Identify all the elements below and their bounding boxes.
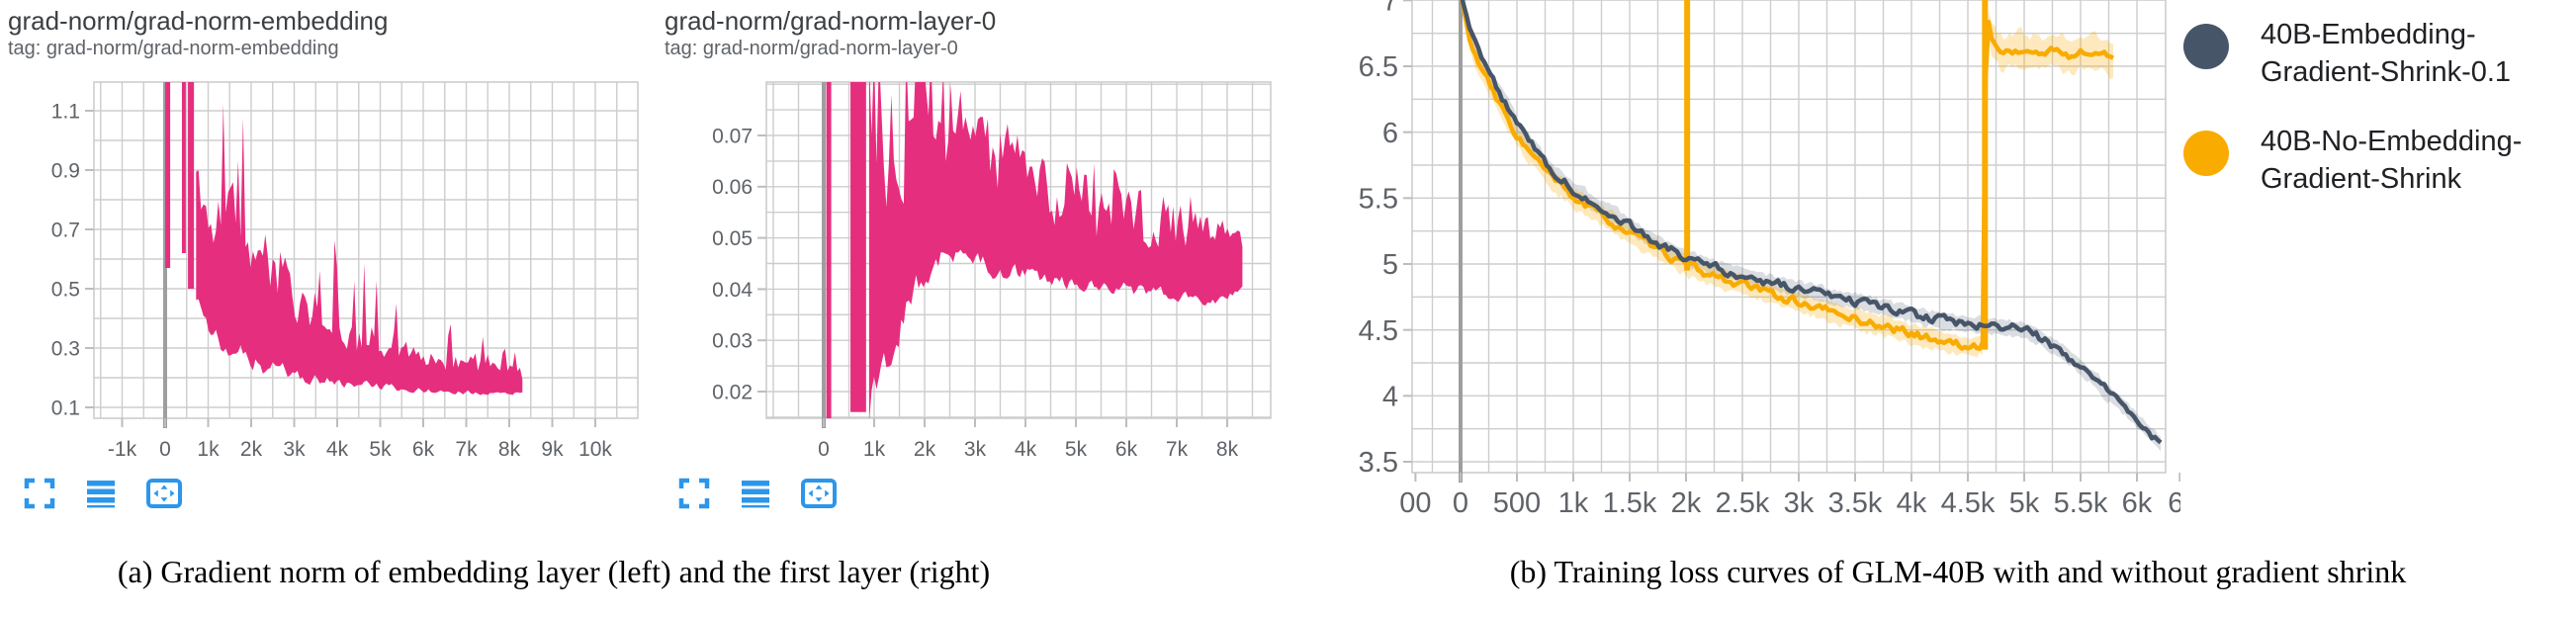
axis-ticks: 0005001k1.5k2k2.5k3k3.5k4k4.5k5k5.5k6k6.… — [1359, 0, 2180, 519]
axis-ticks: -1k 0 1k 2k 3k 4k 5k 6k 7k 8k 9k 10k 0.1 0.3 0.5 0.7 0.9… — [51, 100, 613, 461]
y-tick-label: 0.03 — [712, 330, 753, 353]
y-tick-label: 4 — [1382, 381, 1398, 412]
x-tick-label: 6k — [412, 438, 435, 461]
x-tick-label: 00 — [1399, 487, 1431, 519]
y-tick-label: 1.1 — [51, 100, 80, 123]
legend-label-line: Gradient-Shrink — [2261, 163, 2462, 195]
series-color-dot — [2183, 131, 2229, 176]
x-tick-label: 5k — [2009, 487, 2040, 519]
chart-panel-layer0: grad-norm/grad-norm-layer-0 tag: grad-no… — [653, 0, 1305, 534]
y-tick-label: 0.02 — [712, 381, 753, 403]
legend-item[interactable]: 40B-No-Embedding- Gradient-Shrink — [2183, 123, 2575, 198]
y-tick-label: 0.3 — [51, 337, 80, 360]
fit-domain-icon[interactable] — [799, 476, 839, 511]
x-tick-label: 1.5k — [1603, 487, 1657, 519]
legend-label-line: Gradient-Shrink-0.1 — [2261, 56, 2512, 88]
x-tick-label: 7k — [455, 438, 478, 461]
chart-canvas-loss[interactable]: 0005001k1.5k2k2.5k3k3.5k4k4.5k5k5.5k6k6.… — [1305, 0, 2180, 534]
y-tick-label: 0.9 — [51, 159, 80, 182]
x-tick-label: 9k — [541, 438, 564, 461]
chart-tag: tag: grad-norm/grad-norm-embedding — [8, 38, 339, 59]
y-tick-label: 6 — [1382, 118, 1398, 149]
chart-canvas-layer0[interactable]: 0 1k 2k 3k 4k 5k 6k 7k 8k 0.02 0.03 0.04 0.05 0.06 0.0… — [653, 59, 1305, 514]
y-tick-label: 6.5 — [1359, 51, 1398, 83]
chart-title: grad-norm/grad-norm-embedding — [8, 6, 389, 36]
x-tick-label: 3k — [283, 438, 306, 461]
x-tick-label: 5.5k — [2054, 487, 2108, 519]
fullscreen-icon[interactable] — [22, 476, 57, 511]
chart-panel-embedding: grad-norm/grad-norm-embedding tag: grad-… — [0, 0, 653, 534]
axis-ticks: 0 1k 2k 3k 4k 5k 6k 7k 8k 0.02 0.03 0.04 0.05 0.06 0.0… — [712, 125, 1238, 461]
series-layer0 — [826, 82, 1243, 418]
runs-icon[interactable] — [83, 476, 119, 511]
x-tick-label: 2k — [240, 438, 263, 461]
x-tick-label: 2k — [1671, 487, 1702, 519]
x-tick-label: 3k — [1784, 487, 1815, 519]
y-tick-label: 0.5 — [51, 278, 80, 301]
y-tick-label: 0.05 — [712, 227, 753, 250]
y-tick-label: 0.06 — [712, 176, 753, 199]
y-tick-label: 7 — [1382, 0, 1398, 17]
x-tick-label: 0 — [1453, 487, 1468, 519]
y-tick-label: 0.07 — [712, 125, 753, 147]
x-tick-label: 4k — [326, 438, 349, 461]
x-tick-label: 8k — [1216, 438, 1239, 461]
x-tick-label: 2k — [914, 438, 936, 461]
x-tick-label: 10k — [578, 438, 612, 461]
chart-toolbar — [676, 476, 839, 511]
x-tick-label: 6. — [2168, 487, 2180, 519]
series-embedding — [165, 82, 523, 396]
fullscreen-icon[interactable] — [676, 476, 712, 511]
caption-a: (a) Gradient norm of embedding layer (le… — [117, 554, 991, 589]
x-tick-label: 8k — [498, 438, 521, 461]
legend: 40B-Embedding- Gradient-Shrink-0.1 40B-N… — [2183, 16, 2575, 229]
y-tick-label: 0.04 — [712, 279, 753, 302]
x-tick-label: 1k — [863, 438, 886, 461]
y-tick-label: 0.7 — [51, 219, 80, 241]
x-tick-label: 6k — [2122, 487, 2153, 519]
chart-tag: tag: grad-norm/grad-norm-layer-0 — [665, 38, 958, 59]
y-tick-label: 3.5 — [1359, 447, 1398, 479]
x-tick-label: -1k — [108, 438, 137, 461]
x-tick-label: 2.5k — [1716, 487, 1770, 519]
chart-title: grad-norm/grad-norm-layer-0 — [665, 6, 997, 36]
chart-canvas-embedding[interactable]: -1k 0 1k 2k 3k 4k 5k 6k 7k 8k 9k 10k 0.1 0.3 0.5 0.7 0.9… — [0, 59, 653, 514]
x-tick-label: 0 — [818, 438, 830, 461]
y-tick-label: 5.5 — [1359, 183, 1398, 215]
legend-label: 40B-No-Embedding- Gradient-Shrink — [2261, 123, 2522, 198]
x-tick-label: 1k — [1558, 487, 1589, 519]
legend-label-line: 40B-Embedding- — [2261, 19, 2476, 50]
chart-toolbar — [22, 476, 184, 511]
fit-domain-icon[interactable] — [144, 476, 184, 511]
caption-b: (b) Training loss curves of GLM-40B with… — [1509, 554, 2407, 589]
x-tick-label: 4.5k — [1941, 487, 1996, 519]
grid — [1411, 0, 2167, 483]
x-tick-label: 4k — [1897, 487, 1927, 519]
x-tick-label: 3.5k — [1828, 487, 1883, 519]
x-tick-label: 3k — [964, 438, 987, 461]
series-lines — [1460, 0, 2163, 445]
x-tick-label: 1k — [197, 438, 220, 461]
legend-label: 40B-Embedding- Gradient-Shrink-0.1 — [2261, 16, 2511, 91]
series-bands — [1461, 0, 2161, 452]
x-tick-label: 5k — [1065, 438, 1088, 461]
series-color-dot — [2183, 24, 2229, 69]
x-tick-label: 7k — [1166, 438, 1189, 461]
x-tick-label: 500 — [1493, 487, 1541, 519]
x-tick-label: 5k — [369, 438, 392, 461]
legend-label-line: 40B-No-Embedding- — [2261, 126, 2523, 157]
x-tick-label: 4k — [1015, 438, 1037, 461]
runs-icon[interactable] — [738, 476, 773, 511]
y-tick-label: 0.1 — [51, 397, 80, 419]
chart-panel-loss: 0005001k1.5k2k2.5k3k3.5k4k4.5k5k5.5k6k6.… — [1305, 0, 2576, 534]
x-tick-label: 6k — [1115, 438, 1138, 461]
legend-item[interactable]: 40B-Embedding- Gradient-Shrink-0.1 — [2183, 16, 2575, 91]
y-tick-label: 4.5 — [1359, 315, 1398, 347]
x-tick-label: 0 — [159, 438, 171, 461]
y-tick-label: 5 — [1382, 249, 1398, 281]
